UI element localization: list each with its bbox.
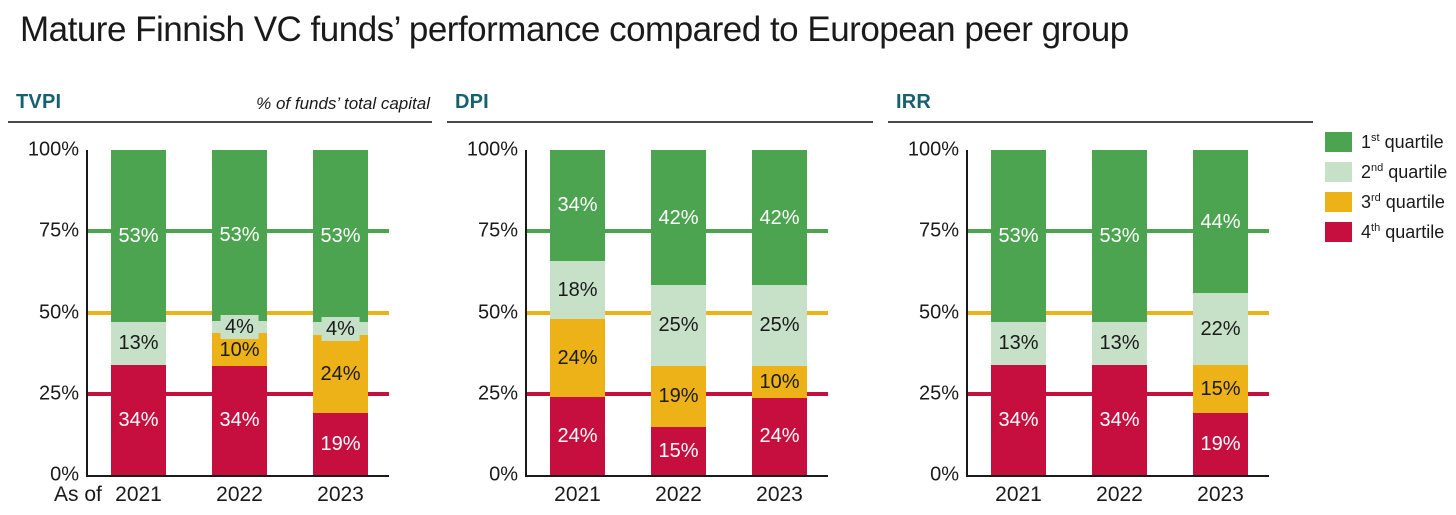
segment-value-label: 34%: [552, 193, 603, 218]
segment-value-label: 24%: [315, 362, 366, 387]
segment-value-label: 4%: [321, 316, 360, 341]
legend-label: 4th quartile: [1361, 222, 1445, 242]
legend-label: 3rd quartile: [1361, 192, 1445, 212]
x-tick-label-2023: 2023: [1197, 483, 1244, 506]
segment-value-label: 10%: [754, 369, 805, 394]
chart-panel-tvpi: TVPI % of funds’ total capital 0% 25% 50% 7…: [8, 90, 432, 515]
segment-value-label: 53%: [1094, 224, 1145, 249]
x-tick-label-2023: 2023: [317, 483, 364, 506]
segment-value-label: 10%: [214, 337, 265, 362]
panel-title-tvpi: TVPI: [16, 91, 62, 113]
legend-swatch-icon: [1325, 162, 1352, 182]
segment-value-label: 4%: [220, 314, 259, 339]
y-tick-label-75: 75%: [38, 219, 79, 242]
legend-item-1st-quartile: 1st quartile: [1325, 132, 1447, 152]
stacked-bar-irr-2021: 34% 13% 53%: [991, 150, 1046, 475]
y-tick-label-100: 100%: [27, 138, 79, 161]
panel-title-dpi: DPI: [455, 91, 489, 113]
legend-swatch-icon: [1325, 222, 1352, 242]
y-tick-label-50: 50%: [918, 301, 959, 323]
x-tick-label-2022: 2022: [1096, 483, 1143, 506]
y-tick-label-0: 0%: [489, 463, 518, 486]
x-tick-label-2022: 2022: [216, 483, 263, 506]
y-tick-label-0: 0%: [930, 463, 959, 486]
y-tick-label-50: 50%: [38, 301, 79, 323]
segment-value-label: 44%: [1195, 209, 1246, 234]
segment-value-label: 34%: [993, 407, 1044, 432]
segment-value-label: 53%: [993, 224, 1044, 249]
x-tick-label-2021: 2021: [995, 483, 1042, 506]
irr-plot-area: 0% 25% 50% 75% 100% 34% 13% 53% 2021 34% 13% 53% 202…: [908, 139, 1269, 506]
segment-value-label: 19%: [1195, 432, 1246, 457]
y-tick-label-75: 75%: [918, 219, 959, 242]
segment-value-label: 13%: [993, 331, 1044, 356]
segment-value-label: 13%: [113, 331, 164, 356]
segment-value-label: 53%: [315, 224, 366, 249]
legend-swatch-icon: [1325, 132, 1352, 152]
stacked-bar-dpi-2022: 15% 19% 25% 42%: [651, 150, 706, 475]
segment-value-label: 34%: [214, 408, 265, 433]
panel-note-units: % of funds’ total capital: [256, 94, 430, 113]
segment-value-label: 15%: [653, 438, 704, 463]
segment-value-label: 25%: [754, 313, 805, 338]
legend-item-2nd-quartile: 2nd quartile: [1325, 162, 1447, 182]
x-tick-label-2021: 2021: [115, 483, 162, 506]
y-tick-label-100: 100%: [466, 138, 518, 161]
segment-value-label: 19%: [315, 432, 366, 457]
legend: 1st quartile 2nd quartile 3rd quartile 4th …: [1325, 132, 1447, 252]
segment-value-label: 53%: [113, 224, 164, 249]
page-title: Mature Finnish VC funds’ performance com…: [20, 10, 1129, 49]
dpi-plot-area: 0% 25% 50% 75% 100% 24% 24% 18% 34% 2021 15% 19% 25%…: [467, 139, 828, 506]
stacked-bar-tvpi-2021: 34% 13% 53%: [111, 150, 166, 475]
segment-value-label: 24%: [552, 346, 603, 370]
y-tick-label-100: 100%: [907, 138, 959, 161]
x-tick-label-2023: 2023: [756, 483, 803, 506]
y-tick-label-25: 25%: [477, 382, 518, 405]
y-tick-label-25: 25%: [918, 382, 959, 405]
segment-value-label: 34%: [1094, 407, 1145, 432]
panel-header-irr: IRR: [888, 90, 1313, 123]
legend-item-4th-quartile: 4th quartile: [1325, 222, 1447, 242]
y-tick-label-50: 50%: [477, 301, 518, 323]
x-tick-label-2021: 2021: [554, 483, 601, 506]
segment-value-label: 19%: [653, 384, 704, 409]
y-tick-label-75: 75%: [477, 219, 518, 242]
segment-value-label: 34%: [113, 407, 164, 432]
panel-header-dpi: DPI: [447, 90, 873, 123]
chart-panel-dpi: DPI 0% 25% 50% 75% 100% 24% 24% 18% 34% 2021 15% 19…: [447, 90, 873, 515]
stacked-bar-tvpi-2022: 34% 10% 4% 53%: [212, 150, 267, 475]
stacked-bar-irr-2022: 34% 13% 53%: [1092, 150, 1147, 475]
y-tick-label-0: 0%: [50, 463, 79, 486]
legend-label: 2nd quartile: [1361, 162, 1448, 182]
segment-value-label: 42%: [653, 205, 704, 230]
panel-title-irr: IRR: [896, 91, 932, 113]
segment-value-label: 42%: [754, 205, 805, 230]
segment-value-label: 18%: [552, 277, 603, 302]
segment-value-label: 24%: [552, 424, 603, 448]
tvpi-plot-area: 0% 25% 50% 75% 100% 34% 13% 53% 2021 34% 10% 4% 53% 2…: [28, 139, 389, 506]
legend-label: 1st quartile: [1361, 132, 1444, 152]
stacked-bar-irr-2023: 19% 15% 22% 44%: [1193, 150, 1248, 475]
segment-value-label: 15%: [1195, 376, 1246, 401]
segment-value-label: 25%: [653, 313, 704, 338]
legend-swatch-icon: [1325, 192, 1352, 212]
x-tick-label-2022: 2022: [655, 483, 702, 506]
as-of-label: As of: [54, 483, 102, 506]
stacked-bar-dpi-2023: 24% 10% 25% 42%: [752, 150, 807, 475]
segment-value-label: 24%: [754, 424, 805, 449]
segment-value-label: 53%: [214, 223, 265, 248]
stacked-bar-dpi-2021: 24% 24% 18% 34%: [550, 150, 605, 475]
panel-header-tvpi: TVPI % of funds’ total capital: [8, 90, 432, 123]
segment-value-label: 13%: [1094, 331, 1145, 356]
y-tick-label-25: 25%: [38, 382, 79, 405]
stacked-bar-tvpi-2023: 19% 24% 4% 53%: [313, 150, 368, 475]
segment-value-label: 22%: [1195, 316, 1246, 341]
chart-panel-irr: IRR 0% 25% 50% 75% 100% 34% 13% 53% 2021 34% 13% 53…: [888, 90, 1313, 515]
legend-item-3rd-quartile: 3rd quartile: [1325, 192, 1447, 212]
